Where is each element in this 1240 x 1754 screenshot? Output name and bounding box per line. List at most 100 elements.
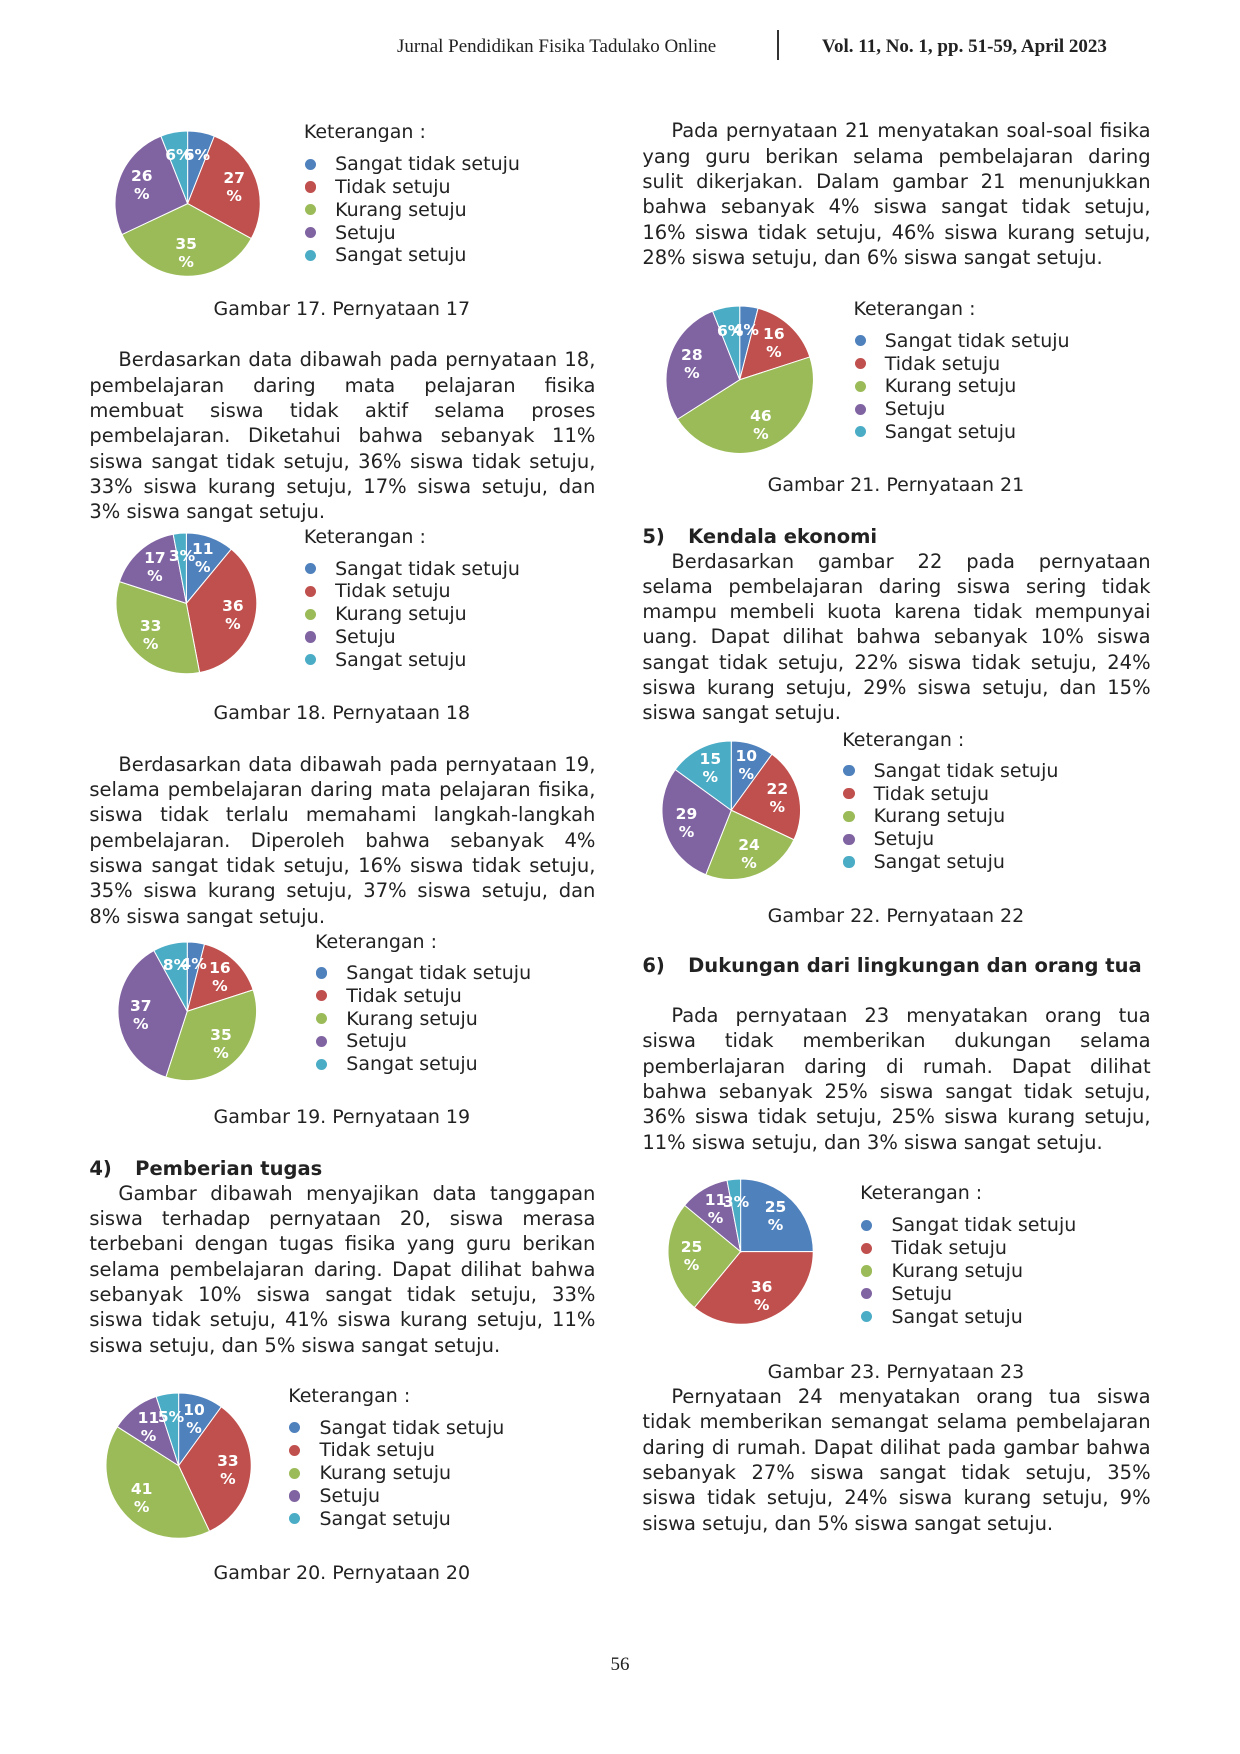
figure-caption: Gambar 20. Pernyataan 20 (213, 1561, 471, 1584)
section-heading: 5) Kendala ekonomi (642, 524, 1150, 549)
legend-marker (843, 788, 855, 800)
slice-label: 10 % (183, 1400, 205, 1437)
slice-label: 25 % (680, 1237, 703, 1274)
slice-label: 4% (732, 321, 759, 340)
legend-label: Kurang setuju (346, 1007, 478, 1030)
pie-slice (738, 307, 811, 381)
pie-slice (155, 1392, 180, 1466)
slice-label: 15 % (699, 749, 722, 786)
slice-label: 11 % (137, 1408, 160, 1445)
heading-text: Kendala ekonomi (688, 524, 878, 548)
slice-label: 17 % (144, 549, 166, 586)
slice-label: 35 % (175, 234, 197, 271)
figure-caption: Gambar 21. Pernyataan 21 (767, 473, 1025, 496)
legend-label: Sangat setuju (873, 850, 1005, 873)
pie-slice (115, 580, 201, 675)
legend-marker (854, 335, 866, 347)
slice-label: 6% (165, 145, 192, 164)
pie-slice (726, 1178, 742, 1252)
legend-marker (316, 1035, 328, 1047)
legend-label: Sangat setuju (346, 1053, 478, 1076)
legend-marker (843, 833, 855, 845)
legend-marker (316, 1058, 328, 1070)
pie-slice (662, 768, 733, 875)
legend-marker (854, 357, 866, 370)
legend-label: Kurang setuju (319, 1462, 452, 1485)
slice-label: 22 % (766, 780, 789, 817)
pie-slice (178, 1406, 252, 1533)
legend-marker (843, 765, 855, 777)
legend-label: Sangat tidak setuju (891, 1214, 1077, 1237)
legend-label: Sangat tidak setuju (319, 1416, 505, 1439)
pie-slice (117, 949, 189, 1078)
slice-label: 35 % (210, 1026, 232, 1063)
legend-label: Kurang setuju (335, 603, 467, 626)
legend-label: Sangat tidak setuju (884, 329, 1070, 352)
slice-label: 11 % (704, 1190, 727, 1227)
slice-label: 3% (168, 546, 196, 565)
legend-label: Sangat tidak setuju (346, 962, 532, 984)
slice-label: 36 % (750, 1277, 773, 1314)
figure-caption: Gambar 19. Pernyataan 19 (213, 1106, 471, 1129)
slice-label: 29 % (675, 805, 698, 842)
pie-chart (662, 740, 802, 880)
legend-marker (289, 1422, 301, 1434)
slice-label: 41 % (130, 1480, 153, 1517)
pie-slice (114, 135, 189, 235)
paragraph: Gambar dibawah menyajikan data tanggapan… (89, 1181, 596, 1357)
pie-slice (711, 305, 741, 380)
legend-marker (854, 380, 866, 392)
legend-label: Tidak setuju (884, 352, 1001, 375)
section-heading: 4) Pemberian tugas (89, 1156, 595, 1181)
legend-marker (316, 1013, 328, 1025)
slice-label: 3% (722, 1193, 750, 1211)
pie-chart (667, 1178, 814, 1325)
pie-chart (117, 941, 258, 1081)
slice-label: 28 % (681, 346, 703, 383)
legend-marker (304, 608, 317, 620)
figure-caption: Gambar 17. Pernyataan 17 (213, 298, 471, 321)
pie-slice (705, 809, 796, 880)
legend-marker (304, 249, 317, 261)
pie-slice (160, 130, 189, 204)
legend-label: Sangat tidak setuju (873, 759, 1059, 782)
legend-marker (861, 1219, 873, 1232)
slice-label: 46 % (750, 407, 772, 444)
legend-title: Keterangan : (860, 1182, 983, 1205)
legend-marker (304, 181, 317, 193)
legend-label: Setuju (884, 398, 946, 421)
pie-slice (186, 548, 258, 673)
legend-label: Kurang setuju (891, 1260, 1024, 1283)
pie-slice (693, 1250, 814, 1325)
slice-label: 4% (180, 955, 207, 974)
journal-name: Jurnal Pendidikan Fisika Tadulako Online (397, 36, 717, 57)
legend-label: Kurang setuju (335, 198, 467, 221)
legend-label: Sangat tidak setuju (335, 153, 520, 176)
legend-marker (854, 426, 866, 438)
slice-label: 36 % (222, 597, 244, 634)
slice-label: 26 % (130, 167, 153, 204)
slice-label: 8% (162, 956, 190, 975)
legend-label: Tidak setuju (873, 782, 990, 805)
legend-marker (289, 1444, 301, 1457)
heading-number: 4) (89, 1157, 112, 1181)
pie-slice (674, 740, 733, 811)
legend-label: Setuju (873, 828, 935, 851)
pie-chart (665, 305, 814, 454)
slice-label: 25 % (764, 1198, 787, 1235)
legend-marker (289, 1467, 301, 1479)
paragraph: Pada pernyataan 21 menyatakan soal-soal … (642, 119, 1151, 269)
figure-caption: Gambar 22. Pernyataan 22 (767, 905, 1025, 928)
legend-label: Sangat setuju (335, 244, 467, 267)
legend-label: Tidak setuju (319, 1439, 435, 1462)
legend-marker (316, 990, 328, 1002)
legend-title: Keterangan : (853, 298, 976, 321)
slice-label: 16 % (209, 958, 231, 995)
legend-title: Keterangan : (303, 120, 426, 143)
pie-slice (118, 533, 188, 604)
heading-text: Dukungan dari lingkungan dan orang tua (688, 953, 1142, 977)
header-divider (777, 30, 779, 60)
paragraph: Berdasarkan data dibawah pada pernyataan… (89, 348, 596, 524)
pie-slice (676, 356, 814, 454)
legend-label: Setuju (319, 1485, 381, 1508)
